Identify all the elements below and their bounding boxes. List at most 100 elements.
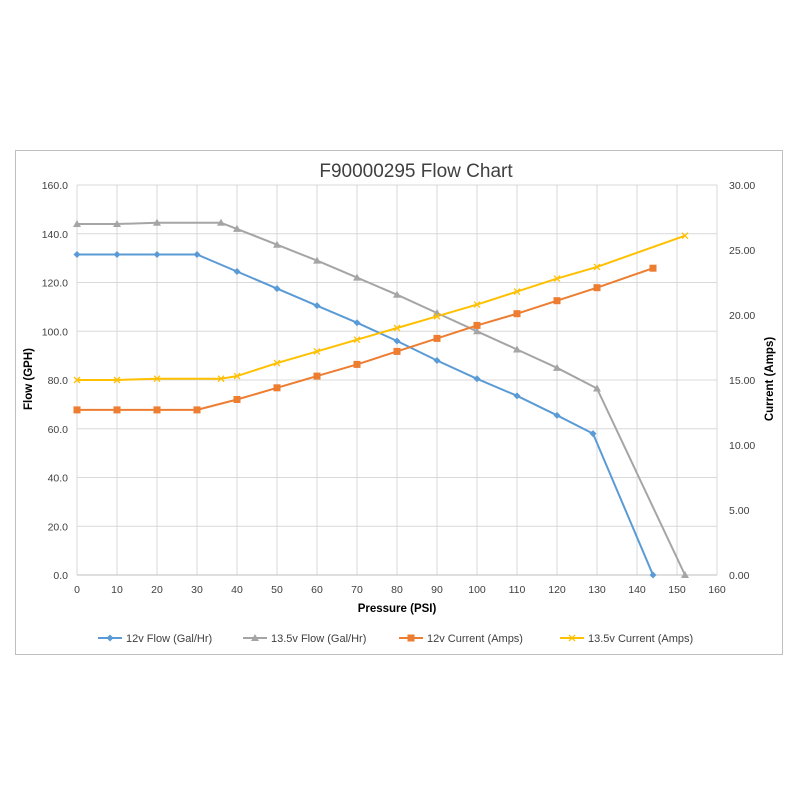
data-point — [153, 250, 161, 258]
y-tick-label: 120.0 — [42, 278, 68, 290]
y-tick-label: 80.0 — [48, 375, 69, 387]
data-point — [251, 634, 259, 641]
data-point — [113, 250, 121, 258]
y-tick-label: 160.0 — [42, 180, 68, 192]
data-point — [273, 240, 281, 248]
data-point — [593, 384, 601, 392]
data-point — [473, 321, 481, 329]
series-line — [77, 221, 686, 576]
data-point — [407, 634, 415, 642]
data-point — [393, 290, 401, 298]
data-point — [73, 376, 81, 384]
x-tick-label: 30 — [191, 584, 203, 596]
data-point — [106, 634, 114, 642]
data-point — [433, 334, 441, 342]
data-point — [273, 384, 281, 392]
y-tick-label: 40.0 — [48, 473, 69, 485]
y2-tick-label: 25.00 — [729, 245, 755, 257]
data-point — [313, 256, 321, 264]
data-point — [73, 250, 81, 258]
legend-label: 13.5v Flow (Gal/Hr) — [271, 633, 366, 645]
y2-tick-label: 0.00 — [729, 570, 750, 582]
x-tick-label: 0 — [74, 584, 80, 596]
axes: 0 10 20 30 40 50 60 70 80 90 100 110 120 130 140 150 160… — [42, 180, 756, 596]
y2-tick-label: 20.00 — [729, 310, 755, 322]
x-tick-label: 50 — [271, 584, 283, 596]
y2-tick-label: 15.00 — [729, 375, 755, 387]
x-tick-label: 100 — [468, 584, 486, 596]
data-point — [153, 375, 161, 383]
data-point — [649, 264, 657, 272]
data-point — [589, 430, 597, 438]
y2-tick-label: 10.00 — [729, 440, 755, 452]
data-point — [193, 406, 201, 414]
x-tick-label: 120 — [548, 584, 566, 596]
data-point — [313, 347, 321, 355]
y-tick-label: 20.0 — [48, 521, 69, 533]
data-point — [153, 218, 161, 226]
data-point — [313, 302, 321, 310]
y-axis-title: Flow (GPH) — [23, 348, 35, 410]
x-tick-label: 80 — [391, 584, 403, 596]
legend: 12v Flow (Gal/Hr) 13.5v Flow (Gal/Hr) 12v … — [98, 633, 693, 645]
data-point — [513, 310, 521, 318]
y-tick-label: 140.0 — [42, 229, 68, 241]
data-point — [273, 285, 281, 293]
data-point — [473, 375, 481, 383]
data-point — [553, 411, 561, 419]
grid — [76, 184, 718, 576]
data-point — [233, 372, 241, 380]
data-point — [193, 250, 201, 258]
data-point — [217, 375, 225, 383]
data-point — [593, 263, 601, 271]
data-point — [73, 406, 81, 414]
y2-tick-label: 30.00 — [729, 180, 755, 192]
y-tick-label: 0.0 — [53, 570, 68, 582]
y2-tick-label: 5.00 — [729, 505, 750, 517]
x-axis-title: Pressure (PSI) — [358, 603, 437, 615]
data-point — [553, 275, 561, 283]
data-point — [353, 336, 361, 344]
marker-layer — [73, 218, 689, 579]
data-point — [513, 392, 521, 400]
data-point — [393, 347, 401, 355]
data-point — [233, 268, 241, 276]
x-tick-label: 140 — [628, 584, 646, 596]
data-point — [233, 396, 241, 403]
x-tick-label: 160 — [708, 584, 726, 596]
data-point — [513, 288, 521, 296]
data-point — [553, 297, 561, 305]
legend-label: 12v Flow (Gal/Hr) — [126, 633, 212, 645]
data-point — [649, 571, 657, 579]
data-point — [681, 571, 689, 578]
x-tick-label: 150 — [668, 584, 686, 596]
legend-label: 12v Current (Amps) — [427, 633, 523, 645]
data-point — [433, 357, 441, 364]
data-point — [113, 376, 121, 384]
y-tick-label: 100.0 — [42, 326, 68, 338]
legend-label: 13.5v Current (Amps) — [588, 633, 693, 645]
series-line — [77, 253, 654, 576]
x-tick-label: 70 — [351, 584, 363, 596]
data-point — [353, 273, 361, 281]
data-point — [568, 634, 576, 642]
data-point — [473, 301, 481, 309]
data-point — [113, 406, 121, 414]
data-point — [513, 345, 521, 353]
series-line — [77, 267, 654, 411]
data-point — [393, 337, 401, 345]
x-tick-label: 10 — [111, 584, 123, 596]
series-line — [77, 234, 686, 381]
data-point — [217, 218, 225, 226]
data-point — [273, 359, 281, 367]
data-point — [393, 324, 401, 332]
data-point — [593, 284, 601, 292]
data-point — [353, 319, 361, 327]
x-tick-label: 60 — [311, 584, 323, 596]
data-point — [153, 406, 161, 414]
chart-title: F90000295 Flow Chart — [319, 161, 513, 182]
data-point — [473, 327, 481, 335]
data-point — [553, 363, 561, 371]
data-point — [73, 220, 81, 227]
